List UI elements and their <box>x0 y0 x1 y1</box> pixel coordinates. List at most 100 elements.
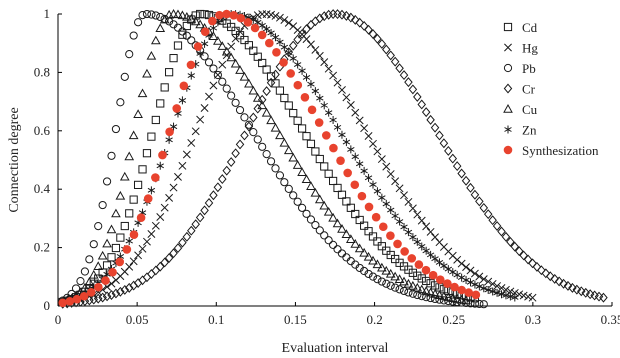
marker-cu <box>301 174 312 184</box>
marker-cr <box>311 16 320 27</box>
marker-zn <box>342 138 351 147</box>
marker-hg <box>218 60 227 69</box>
marker-cr <box>359 20 369 31</box>
marker-hg <box>497 284 506 292</box>
marker-zn <box>378 193 386 202</box>
marker-pb <box>204 58 214 67</box>
marker-cr <box>102 291 112 302</box>
marker-zn <box>475 282 484 291</box>
marker-cr <box>244 121 254 132</box>
marker-zn <box>293 60 302 69</box>
marker-cd <box>151 115 160 125</box>
marker-cd <box>329 176 338 186</box>
marker-pb <box>377 277 386 286</box>
marker-synthesization <box>300 93 310 102</box>
marker-pb <box>337 249 347 258</box>
marker-synthesization <box>364 202 374 212</box>
marker-cr <box>377 38 387 49</box>
marker-cd <box>125 209 134 218</box>
legend-label: Cr <box>522 82 536 97</box>
marker-cr <box>514 246 524 257</box>
marker-cu <box>434 290 445 299</box>
marker-cu <box>128 130 139 140</box>
marker-pb <box>129 31 138 40</box>
marker-synthesization <box>265 38 274 48</box>
marker-cr <box>523 254 533 265</box>
marker-zn <box>258 21 266 30</box>
marker-pb <box>76 277 85 286</box>
legend-item-hg: Hg <box>504 41 538 56</box>
marker-hg <box>386 170 395 178</box>
marker-pb <box>151 11 160 20</box>
marker-pb <box>395 285 404 294</box>
series-cr <box>58 9 608 309</box>
marker-hg <box>284 18 293 27</box>
marker-cr <box>355 17 364 28</box>
marker-cr <box>426 114 435 125</box>
series-synthesization <box>58 9 481 308</box>
marker-pb <box>227 91 236 100</box>
marker-cr <box>461 175 471 186</box>
marker-cd <box>142 149 152 158</box>
marker-hg <box>501 285 510 294</box>
marker-pb <box>311 220 320 230</box>
marker-pb <box>399 286 409 296</box>
marker-synthesization <box>414 260 424 269</box>
x-tick-label: 0 <box>55 312 62 327</box>
marker-cr <box>457 168 466 179</box>
marker-cu <box>133 109 143 118</box>
marker-cu <box>408 280 418 290</box>
legend-item-cd: Cd <box>503 20 538 35</box>
marker-cr <box>178 237 187 248</box>
marker-cr <box>124 282 134 293</box>
marker-synthesization <box>378 222 388 232</box>
marker-cd <box>120 221 129 231</box>
marker-zn <box>156 161 164 170</box>
marker-cd <box>244 41 253 50</box>
marker-cr <box>151 265 161 276</box>
marker-cu <box>190 16 201 26</box>
marker-cu <box>439 291 449 301</box>
marker-pb <box>364 269 373 279</box>
marker-zn <box>400 222 408 231</box>
marker-synthesization <box>314 118 324 127</box>
marker-cu <box>341 229 352 238</box>
marker-cd <box>129 195 138 204</box>
marker-cr <box>138 275 147 286</box>
marker-zn <box>382 199 390 208</box>
marker-hg <box>156 213 165 221</box>
marker-pb <box>479 300 488 309</box>
marker-cu <box>252 93 263 102</box>
marker-cd <box>346 203 355 212</box>
marker-cu <box>310 187 321 197</box>
marker-hg <box>275 13 284 22</box>
marker-pb <box>244 120 253 129</box>
marker-hg <box>169 183 178 192</box>
marker-cu <box>186 13 197 23</box>
marker-synthesization <box>407 254 417 263</box>
marker-cu <box>412 282 423 292</box>
marker-cr <box>559 278 568 289</box>
marker-hg <box>351 108 360 117</box>
marker-cu <box>84 277 95 286</box>
marker-cd <box>315 154 324 164</box>
marker-zn <box>480 284 488 293</box>
marker-hg <box>395 184 404 193</box>
marker-cu <box>261 107 272 117</box>
legend-item-cu: Cu <box>503 102 538 117</box>
marker-cd <box>413 271 422 280</box>
marker-hg <box>324 64 333 73</box>
marker-pb <box>178 27 187 36</box>
marker-pb <box>182 31 191 40</box>
marker-cd <box>435 283 444 292</box>
marker-cr <box>444 145 453 156</box>
x-tick-label: 0.2 <box>366 312 382 327</box>
marker-synthesization <box>158 150 167 160</box>
marker-synthesization <box>435 275 445 284</box>
marker-cr <box>479 202 489 213</box>
marker-cu <box>168 9 179 18</box>
marker-pb <box>315 226 324 235</box>
marker-cu <box>177 10 188 20</box>
marker-cu <box>213 36 223 45</box>
